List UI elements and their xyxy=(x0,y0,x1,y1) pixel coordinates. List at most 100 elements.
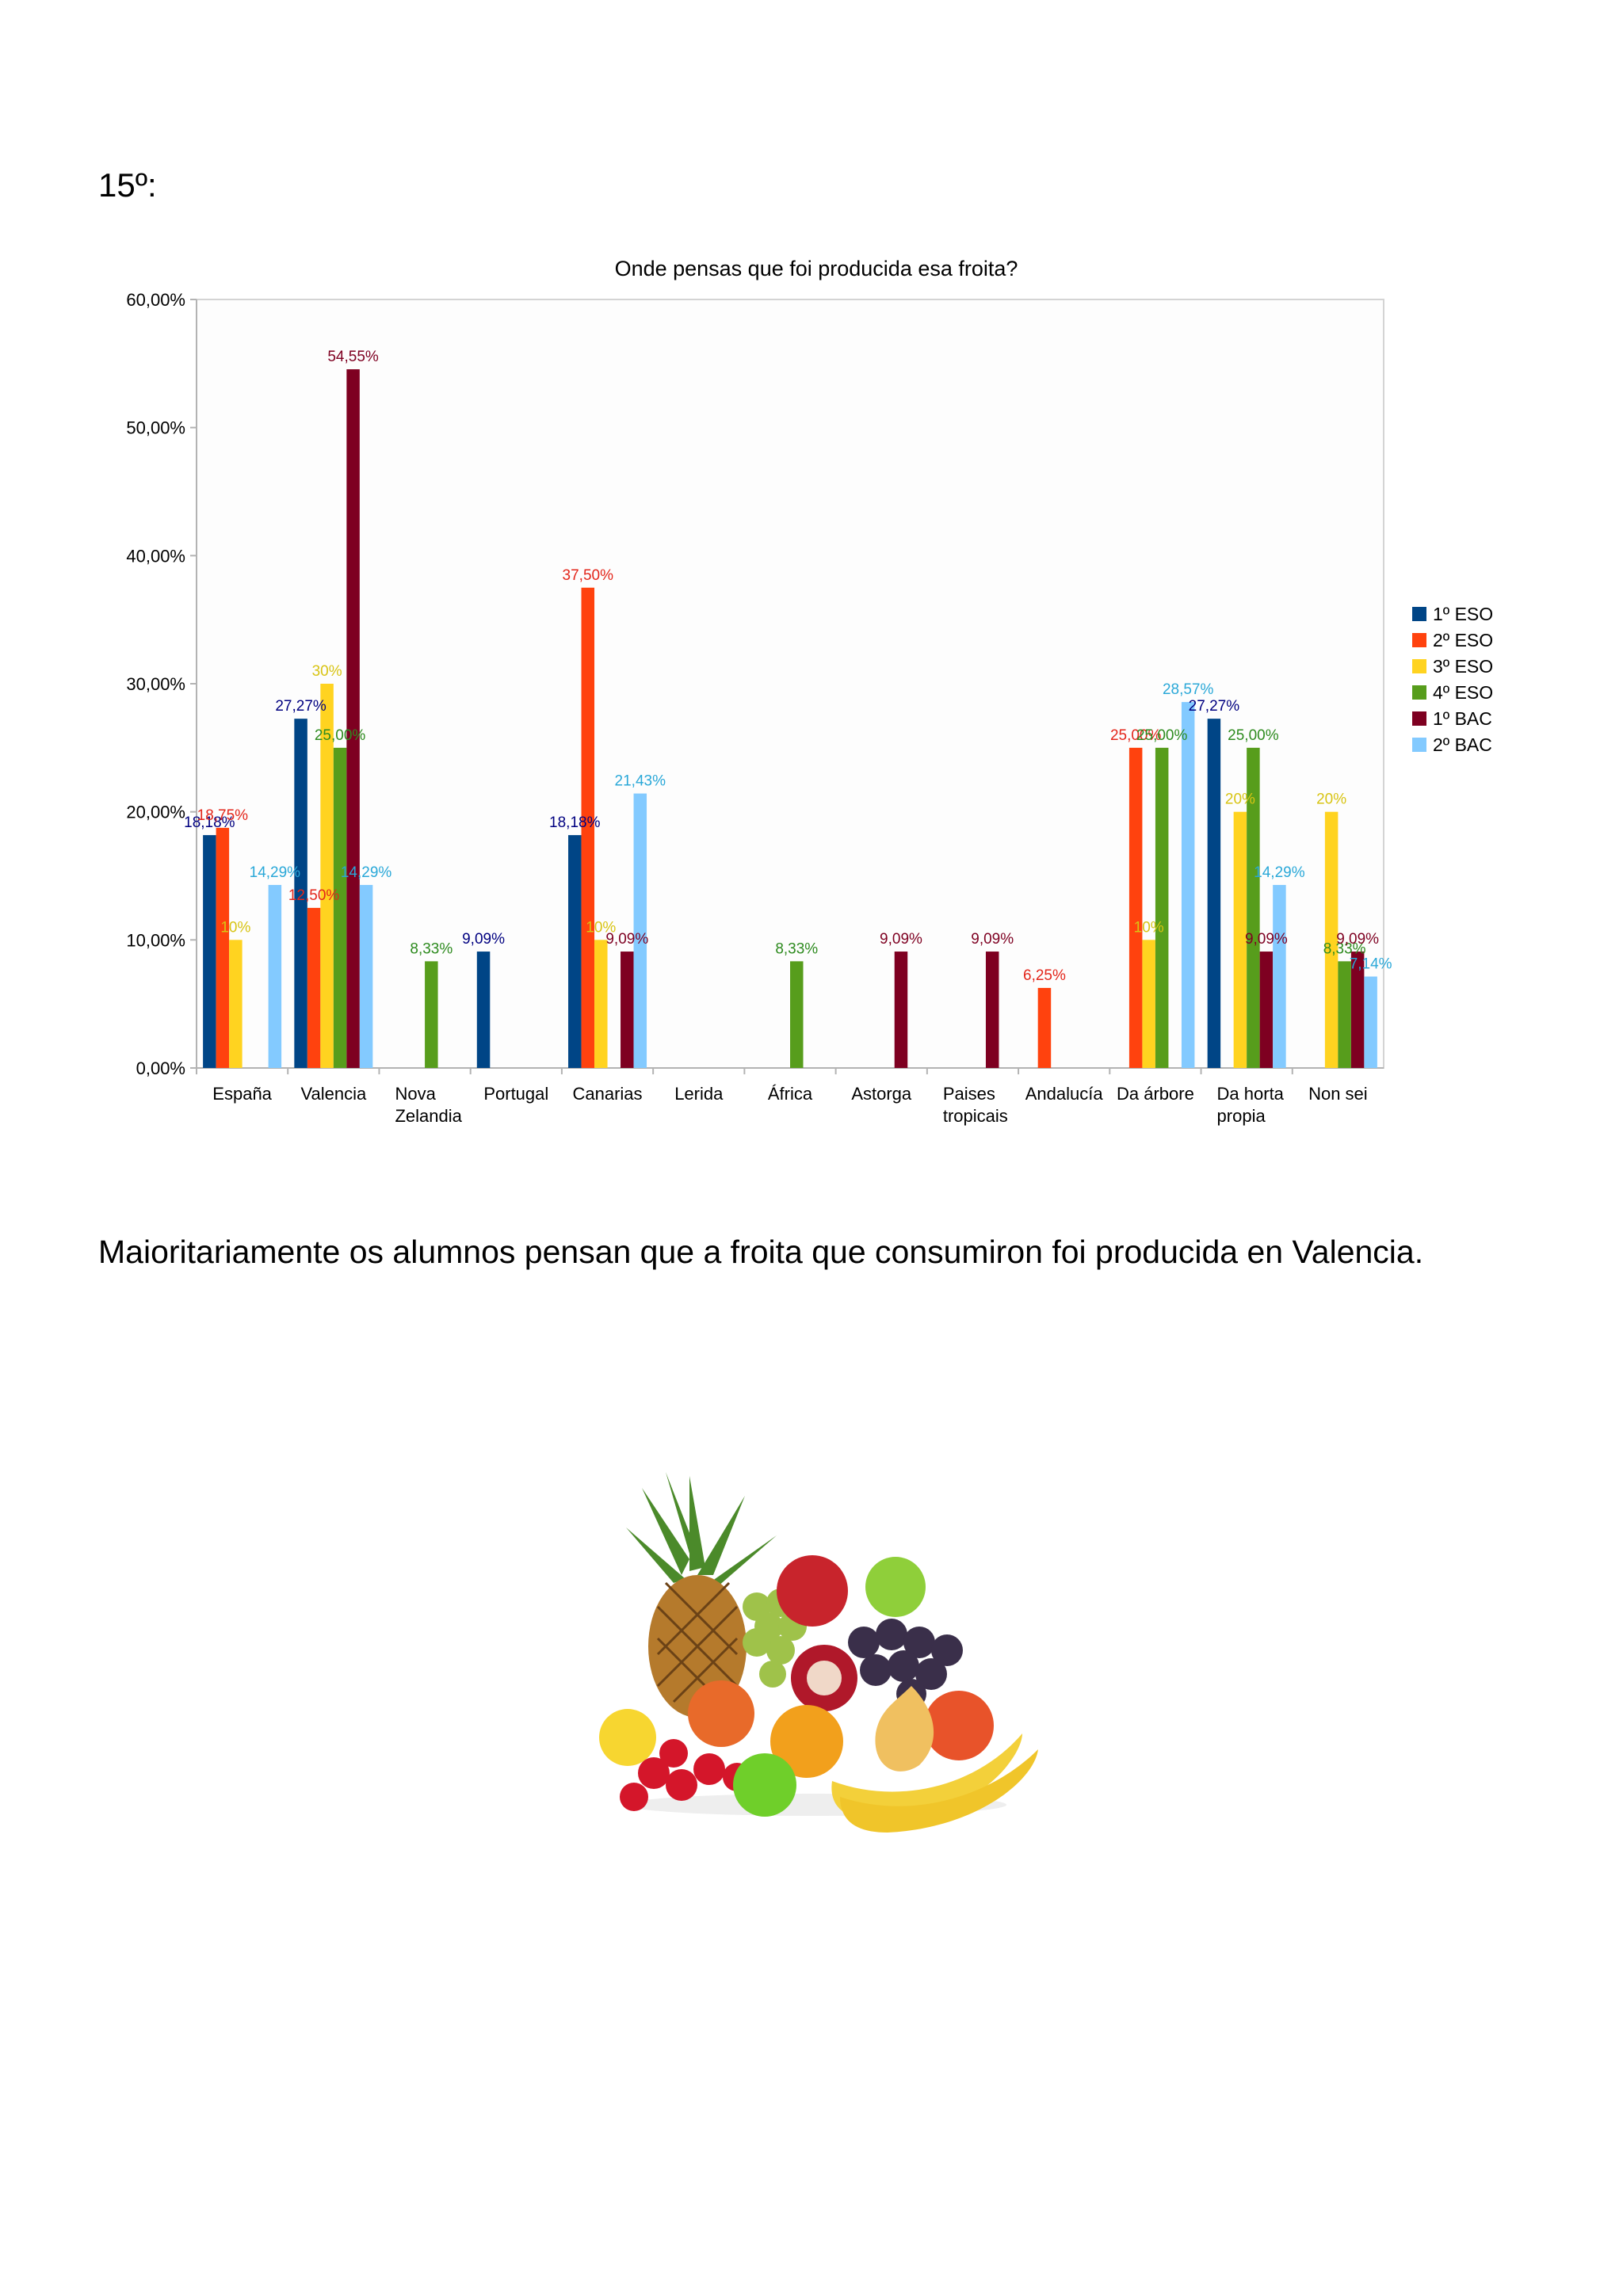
y-axis: 0,00% 10,00% 20,00% 30,00% 40,00% 50,00% 60,00… xyxy=(126,290,197,1078)
data-label: 14,29% xyxy=(1254,864,1305,881)
bar-3-eso xyxy=(1324,811,1338,1068)
bar-2-eso xyxy=(581,587,595,1068)
x-tick-label: Lerida xyxy=(674,1084,724,1104)
data-label: 27,27% xyxy=(1189,698,1240,715)
bar-4-eso xyxy=(333,747,347,1068)
y-tick-label: 10,00% xyxy=(126,930,185,950)
pineapple-leaves xyxy=(626,1472,777,1587)
bar-2-eso xyxy=(1037,987,1052,1068)
lemon xyxy=(599,1709,656,1766)
data-label: 18,18% xyxy=(184,814,235,831)
data-label: 14,29% xyxy=(250,864,301,881)
bar-4-eso xyxy=(790,961,804,1068)
data-label: 18,18% xyxy=(549,814,601,831)
x-tick-label-line: Portugal xyxy=(483,1084,548,1104)
legend-swatch xyxy=(1412,685,1426,700)
bar-1-bac xyxy=(1259,952,1274,1068)
bar-3-eso xyxy=(594,940,608,1068)
x-tick-label-line: Non sei xyxy=(1308,1084,1368,1104)
x-tick-label: Canarias xyxy=(573,1084,643,1104)
y-tick-label: 50,00% xyxy=(126,418,185,438)
data-label: 14,29% xyxy=(341,864,392,881)
data-label: 10% xyxy=(220,919,250,936)
legend-label: 4º ESO xyxy=(1433,682,1493,703)
legend-label: 2º BAC xyxy=(1433,734,1492,755)
legend-label: 2º ESO xyxy=(1433,630,1493,650)
data-label: 9,09% xyxy=(605,931,648,948)
data-label: 8,33% xyxy=(410,940,453,957)
chart-title: Onde pensas que foi producida esa froita… xyxy=(615,257,1018,280)
data-label: 8,33% xyxy=(1323,940,1366,957)
data-label: 54,55% xyxy=(327,349,379,365)
legend-swatch xyxy=(1412,711,1426,726)
legend-label: 1º BAC xyxy=(1433,708,1492,729)
bar-2-bac xyxy=(633,793,647,1068)
x-tick-label-line: África xyxy=(768,1084,813,1104)
x-tick-label: Portugal xyxy=(483,1084,548,1104)
fruit-illustration xyxy=(599,1472,1038,1833)
data-label: 20% xyxy=(1225,791,1255,808)
x-tick-label: Da árbore xyxy=(1117,1084,1194,1104)
bar-2-eso xyxy=(307,907,321,1068)
bar-2-bac xyxy=(1273,884,1286,1068)
bar-1-eso xyxy=(294,719,307,1068)
data-label: 9,09% xyxy=(971,931,1014,948)
legend-label: 3º ESO xyxy=(1433,656,1493,677)
bar-4-eso xyxy=(425,961,438,1068)
bar-4-eso xyxy=(1155,747,1169,1068)
bar-1-eso xyxy=(1207,719,1221,1068)
x-tick-label: España xyxy=(212,1084,272,1104)
data-label: 27,27% xyxy=(275,698,327,715)
bar-2-bac xyxy=(1181,702,1195,1068)
bar-2-eso xyxy=(216,827,230,1068)
bar-2-bac xyxy=(359,884,373,1068)
data-label: 21,43% xyxy=(615,773,666,790)
bar-1-bac xyxy=(894,952,908,1068)
x-tick-label-line: Lerida xyxy=(674,1084,724,1104)
data-label: 25,00% xyxy=(1136,727,1188,744)
bar-3-eso xyxy=(1233,811,1247,1068)
x-tick-label: Astorga xyxy=(851,1084,912,1104)
data-label: 20% xyxy=(1316,791,1346,808)
red-apple xyxy=(777,1555,848,1627)
data-label: 25,00% xyxy=(315,727,366,744)
x-tick-label-line: Astorga xyxy=(851,1084,912,1104)
x-tick-label: África xyxy=(768,1084,813,1104)
y-tick-label: 30,00% xyxy=(126,674,185,694)
data-label: 12,50% xyxy=(288,887,340,904)
green-apple xyxy=(865,1557,926,1617)
bars xyxy=(203,369,1377,1068)
orange xyxy=(770,1705,843,1778)
legend: 1º ESO 2º ESO 3º ESO 4º ESO 1º BAC 2º BAC xyxy=(1412,604,1493,755)
y-tick-label: 20,00% xyxy=(126,803,185,822)
x-tick-label-line: Zelandia xyxy=(395,1106,462,1126)
x-tick-label-line: Paises xyxy=(943,1084,995,1104)
data-label: 8,33% xyxy=(775,940,818,957)
data-label: 9,09% xyxy=(1336,931,1379,948)
bar-2-bac xyxy=(268,884,282,1068)
x-tick-label-line: España xyxy=(212,1084,272,1104)
data-label: 6,25% xyxy=(1023,967,1066,984)
apple xyxy=(924,1691,994,1760)
y-tick-label: 60,00% xyxy=(126,290,185,310)
bar-1-eso xyxy=(476,952,491,1068)
y-tick-label: 0,00% xyxy=(136,1058,185,1078)
bar-1-eso xyxy=(568,835,582,1068)
data-label: 7,14% xyxy=(1350,956,1392,973)
bananas xyxy=(831,1733,1022,1821)
bar-1-bac xyxy=(985,952,999,1068)
conclusion-text: Maioritariamente os alumnos pensan que a… xyxy=(98,1234,1424,1270)
bar-1-eso xyxy=(203,835,216,1068)
pear xyxy=(875,1686,934,1772)
x-tick-label-line: tropicais xyxy=(943,1106,1008,1126)
x-tick-label-line: Valencia xyxy=(300,1084,367,1104)
data-labels: 18,18% 27,27% 9,09% 18,18% 27,27% 18,75% 12,50… xyxy=(184,349,1392,984)
x-tick-label-line: Da árbore xyxy=(1117,1084,1194,1104)
bar-3-eso xyxy=(1142,940,1155,1068)
bar-chart: Onde pensas que foi producida esa froita… xyxy=(126,257,1493,1126)
bar-2-bac xyxy=(1364,976,1377,1068)
grapes xyxy=(743,1589,807,1688)
legend-label: 1º ESO xyxy=(1433,604,1493,624)
data-label: 9,09% xyxy=(880,931,922,948)
x-tick-label: Da horta propia xyxy=(1217,1084,1285,1126)
